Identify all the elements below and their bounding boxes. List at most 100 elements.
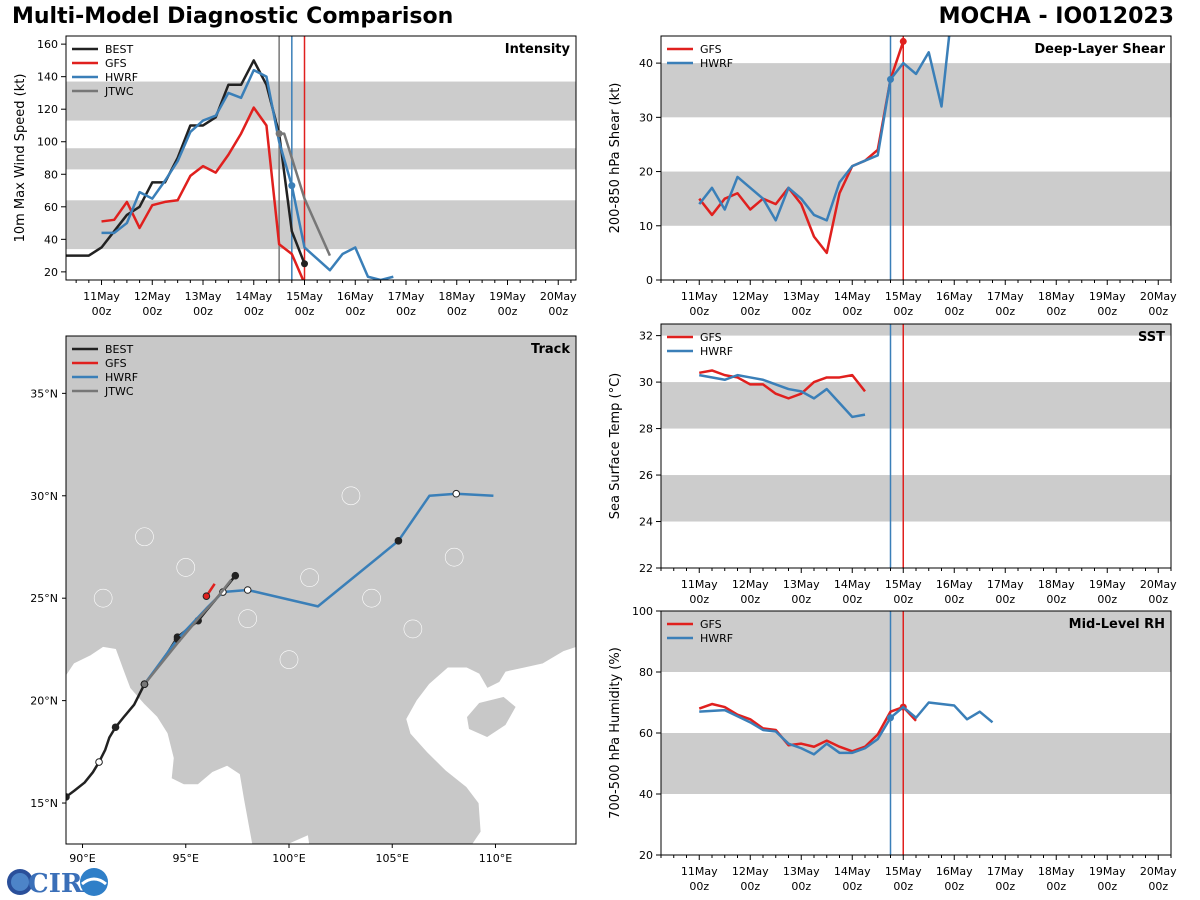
plot-area bbox=[66, 336, 576, 844]
x-tick-label-date: 19May bbox=[1089, 290, 1126, 303]
x-tick-label-date: 13May bbox=[783, 290, 820, 303]
x-tick-label-hour: 00z bbox=[1046, 593, 1066, 606]
track-point-hwrf-4 bbox=[394, 537, 403, 545]
legend-label-jtwc: JTWC bbox=[104, 385, 134, 398]
y-tick-label: 0 bbox=[646, 274, 653, 287]
series-point-hwrf bbox=[887, 75, 894, 83]
admin-boundary-9 bbox=[93, 588, 113, 608]
legend-label-gfs: GFS bbox=[105, 357, 127, 370]
page-title: Multi-Model Diagnostic Comparison bbox=[12, 4, 454, 29]
sst-chart: 11May 00z 12May 00z 13May 00z 14May 00z 15May 00z… bbox=[608, 323, 1177, 606]
x-tick-label-date: 16May bbox=[936, 290, 973, 303]
series-point-gfs bbox=[899, 37, 907, 45]
x-tick-label-date: 14May bbox=[834, 290, 871, 303]
x-tick-label-hour: 00z bbox=[689, 305, 709, 318]
x-tick-label-hour: 00z bbox=[842, 305, 862, 318]
land-mass-1 bbox=[466, 696, 517, 738]
x-tick-label-hour: 00z bbox=[689, 880, 709, 893]
x-tick-label-date: 20May bbox=[1140, 578, 1177, 591]
track-point-gfs-0 bbox=[202, 592, 211, 600]
x-tick-label-hour: 00z bbox=[791, 305, 811, 318]
x-tick-label-date: 12May bbox=[732, 290, 769, 303]
y-tick-label: 30°N bbox=[30, 490, 58, 503]
legend-label-gfs: GFS bbox=[700, 331, 722, 344]
y-tick-label: 40 bbox=[44, 233, 58, 246]
x-tick-label-date: 19May bbox=[489, 290, 526, 303]
x-tick-label-date: 20May bbox=[540, 290, 577, 303]
legend-label-gfs: GFS bbox=[700, 618, 722, 631]
x-tick-label-hour: 00z bbox=[944, 880, 964, 893]
threshold-band-1 bbox=[661, 63, 1171, 118]
x-tick-label-hour: 00z bbox=[244, 305, 264, 318]
y-tick-label: 100 bbox=[632, 605, 653, 618]
x-tick-label-date: 19May bbox=[1089, 865, 1126, 878]
legend-label-hwrf: HWRF bbox=[105, 371, 138, 384]
series-line-gfs bbox=[101, 106, 305, 280]
track-point-hwrf-3 bbox=[243, 586, 252, 594]
track-map: 90°E 95°E 100°E 105°E 110°E 15°N 20°N 25°N 30°N 3… bbox=[30, 335, 577, 865]
panel-title: SST bbox=[1138, 330, 1165, 345]
y-tick-label: 160 bbox=[37, 38, 58, 51]
x-tick-label-date: 19May bbox=[1089, 578, 1126, 591]
cira-logo: CIRA bbox=[7, 868, 108, 898]
x-tick-label-hour: 00z bbox=[1097, 880, 1117, 893]
threshold-band-2 bbox=[661, 324, 1171, 336]
y-tick-label: 20 bbox=[639, 849, 653, 862]
series-line-hwrf bbox=[699, 373, 866, 419]
series-line-gfs bbox=[698, 41, 905, 255]
y-tick-label: 35°N bbox=[30, 387, 58, 400]
series-line-hwrf bbox=[698, 36, 951, 222]
x-tick-label-hour: 00z bbox=[995, 880, 1015, 893]
legend-label-hwrf: HWRF bbox=[700, 57, 733, 70]
x-tick-label-hour: 00z bbox=[447, 305, 467, 318]
y-tick-label: 20°N bbox=[30, 695, 58, 708]
series-point-hwrf bbox=[887, 714, 894, 722]
y-tick-label: 140 bbox=[37, 71, 58, 84]
x-tick-label-date: 20May bbox=[1140, 865, 1177, 878]
legend-label-gfs: GFS bbox=[105, 57, 127, 70]
panel-title: Intensity bbox=[505, 42, 571, 57]
land-mass-0 bbox=[66, 336, 576, 844]
x-tick-label-date: 17May bbox=[987, 290, 1024, 303]
shear-chart: 11May 00z 12May 00z 13May 00z 14May 00z 15May 00z… bbox=[608, 35, 1177, 318]
x-tick-label-date: 14May bbox=[834, 578, 871, 591]
y-tick-label: 22 bbox=[639, 562, 653, 575]
track-point-jtwc-0 bbox=[140, 680, 149, 689]
threshold-band-2 bbox=[66, 81, 576, 121]
x-tick-label-date: 13May bbox=[783, 865, 820, 878]
plot-area bbox=[661, 611, 1171, 855]
series-line-jtwc bbox=[143, 578, 233, 686]
threshold-band-0 bbox=[661, 475, 1171, 522]
x-tick-label-date: 13May bbox=[185, 290, 222, 303]
x-tick-label-date: 18May bbox=[1038, 865, 1075, 878]
y-tick-label: 100 bbox=[37, 136, 58, 149]
x-tick-label-hour: 00z bbox=[548, 305, 568, 318]
track-point-best-6 bbox=[231, 571, 240, 580]
y-tick-label: 60 bbox=[639, 727, 653, 740]
track-point-best-2 bbox=[111, 723, 120, 732]
y-tick-label: 20 bbox=[639, 166, 653, 179]
x-tick-label-date: 11May bbox=[83, 290, 120, 303]
seal-icon bbox=[80, 868, 108, 896]
plot-frame bbox=[660, 323, 1172, 569]
panel-title: Track bbox=[531, 342, 570, 357]
x-tick-label-hour: 00z bbox=[142, 305, 162, 318]
admin-boundary-1 bbox=[176, 558, 196, 577]
x-tick-label-hour: 00z bbox=[396, 305, 416, 318]
x-tick-label-date: 15May bbox=[885, 290, 922, 303]
y-tick-label: 40 bbox=[639, 788, 653, 801]
threshold-band-0 bbox=[661, 171, 1171, 226]
intensity-chart: 11May 00z 12May 00z 13May 00z 14May 00z 15May 00z… bbox=[13, 35, 577, 318]
legend-label-gfs: GFS bbox=[700, 43, 722, 56]
legend-label-jtwc: JTWC bbox=[104, 85, 134, 98]
x-tick-label-hour: 00z bbox=[1046, 305, 1066, 318]
admin-boundary-4 bbox=[300, 568, 319, 588]
y-axis-label: 700-500 hPa Humidity (%) bbox=[608, 647, 623, 819]
admin-boundary-8 bbox=[444, 547, 464, 567]
x-tick-label-date: 13May bbox=[783, 578, 820, 591]
x-tick-label-date: 11May bbox=[681, 290, 718, 303]
y-tick-label: 28 bbox=[639, 423, 653, 436]
